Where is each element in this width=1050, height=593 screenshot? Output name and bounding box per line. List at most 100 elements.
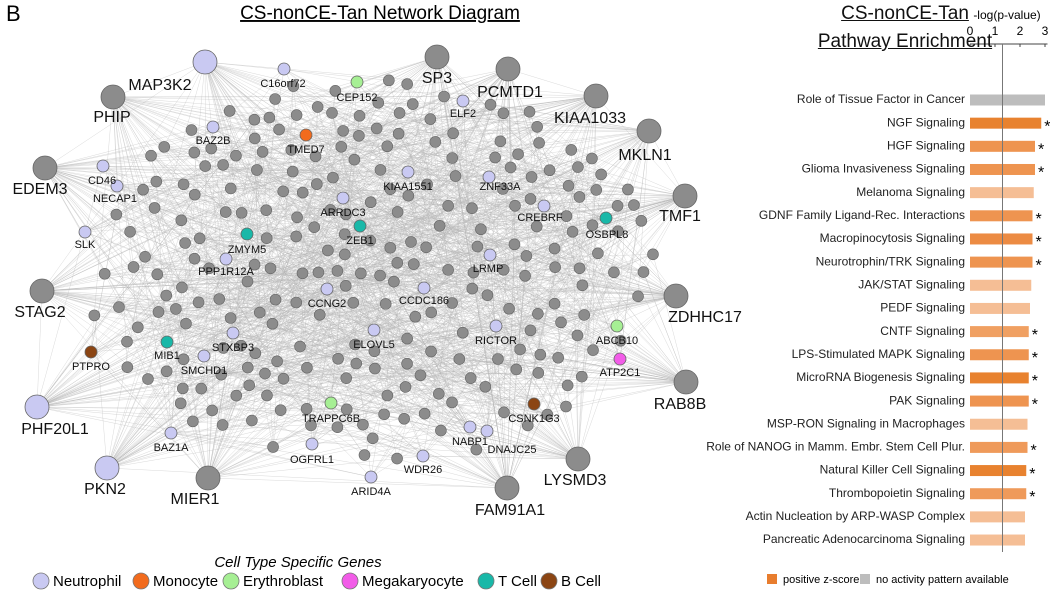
node xyxy=(401,332,413,345)
node xyxy=(180,317,192,330)
edge xyxy=(254,119,371,241)
edge xyxy=(330,209,537,227)
edge xyxy=(489,254,521,350)
edge xyxy=(296,205,516,237)
edge xyxy=(147,378,424,457)
node xyxy=(185,124,198,136)
node xyxy=(527,397,541,411)
node xyxy=(573,191,586,203)
edge xyxy=(205,165,371,241)
edge xyxy=(354,104,491,160)
node xyxy=(340,372,353,384)
node xyxy=(290,230,302,243)
edge xyxy=(299,214,347,347)
edge xyxy=(406,244,515,364)
edge xyxy=(181,169,550,288)
edge xyxy=(266,237,491,256)
edge xyxy=(399,96,445,114)
node xyxy=(294,340,306,353)
legend-swatch xyxy=(540,572,558,590)
edge xyxy=(199,238,346,287)
edge xyxy=(36,406,372,478)
node xyxy=(548,297,561,310)
edge xyxy=(420,142,540,376)
edge xyxy=(266,271,644,396)
edge xyxy=(118,306,172,434)
edge xyxy=(291,95,597,151)
node xyxy=(531,120,543,133)
node xyxy=(188,146,201,159)
edge xyxy=(191,129,293,172)
edge xyxy=(41,290,582,377)
edge xyxy=(235,155,508,489)
category-label: Role of Tissue Factor in Cancer xyxy=(797,92,965,106)
node-label: STAG2 xyxy=(14,304,65,321)
edge xyxy=(313,106,318,228)
edge xyxy=(204,61,597,97)
edge xyxy=(342,141,501,199)
edge xyxy=(104,273,365,456)
edge xyxy=(221,374,388,396)
node xyxy=(592,247,604,260)
node xyxy=(565,446,591,472)
category-label: NGF Signaling xyxy=(887,115,965,129)
edge xyxy=(436,56,654,255)
edge xyxy=(44,167,186,244)
node xyxy=(240,227,254,241)
edge xyxy=(230,56,438,189)
edge xyxy=(255,96,445,354)
node xyxy=(388,275,400,288)
edge xyxy=(170,432,274,448)
edge xyxy=(412,103,583,286)
node xyxy=(305,419,317,432)
edge xyxy=(422,217,607,457)
node-label: KIAA1033 xyxy=(554,110,626,127)
node xyxy=(401,357,413,370)
node xyxy=(521,419,534,432)
edge xyxy=(299,272,319,347)
bar-annotation: * xyxy=(1032,373,1038,390)
edge xyxy=(256,169,344,199)
edge xyxy=(310,128,377,426)
edge xyxy=(387,314,585,396)
edge xyxy=(166,273,303,372)
edge xyxy=(106,56,438,469)
node xyxy=(287,80,300,92)
node xyxy=(453,353,466,365)
edge xyxy=(225,211,521,350)
edge xyxy=(256,169,449,207)
node xyxy=(267,441,279,453)
node xyxy=(329,85,342,97)
edge xyxy=(266,287,425,396)
edge xyxy=(344,254,425,414)
edge xyxy=(295,135,360,237)
edge xyxy=(506,189,629,489)
edge xyxy=(204,61,338,272)
edge xyxy=(116,185,315,228)
edge xyxy=(332,177,471,428)
edge xyxy=(415,316,548,415)
node xyxy=(449,170,462,182)
node xyxy=(230,149,242,162)
node xyxy=(530,220,543,233)
category-label: Role of NANOG in Mamm. Embr. Stem Cell P… xyxy=(706,440,965,454)
node xyxy=(418,407,431,420)
node xyxy=(456,326,469,339)
edge xyxy=(241,171,293,214)
node xyxy=(647,248,659,261)
edge xyxy=(236,381,687,396)
node-label: CSNK1G3 xyxy=(508,413,559,425)
edge xyxy=(283,372,539,379)
edge xyxy=(183,359,332,404)
edge xyxy=(299,195,686,347)
node-label: BAZ2B xyxy=(196,135,231,147)
edge xyxy=(166,341,347,379)
edge xyxy=(390,247,568,386)
node xyxy=(482,170,496,184)
node xyxy=(467,266,480,279)
node xyxy=(327,171,339,184)
edge xyxy=(452,130,650,159)
edge xyxy=(127,238,200,368)
